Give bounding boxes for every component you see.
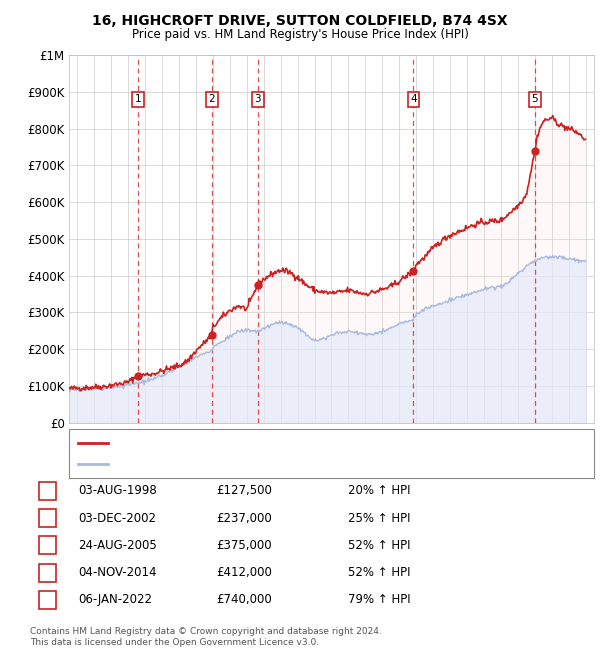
Text: £412,000: £412,000 <box>216 566 272 579</box>
Text: 3: 3 <box>44 539 51 552</box>
Text: 24-AUG-2005: 24-AUG-2005 <box>78 539 157 552</box>
Text: 03-AUG-1998: 03-AUG-1998 <box>78 484 157 497</box>
Text: Contains HM Land Registry data © Crown copyright and database right 2024.
This d: Contains HM Land Registry data © Crown c… <box>30 627 382 647</box>
Text: 5: 5 <box>532 94 538 104</box>
Text: 2: 2 <box>208 94 215 104</box>
Text: 04-NOV-2014: 04-NOV-2014 <box>78 566 157 579</box>
Text: 3: 3 <box>254 94 261 104</box>
Text: 16, HIGHCROFT DRIVE, SUTTON COLDFIELD, B74 4SX: 16, HIGHCROFT DRIVE, SUTTON COLDFIELD, B… <box>92 14 508 29</box>
Text: £127,500: £127,500 <box>216 484 272 497</box>
Text: Price paid vs. HM Land Registry's House Price Index (HPI): Price paid vs. HM Land Registry's House … <box>131 28 469 41</box>
Text: 5: 5 <box>44 593 51 606</box>
Text: 52% ↑ HPI: 52% ↑ HPI <box>348 539 410 552</box>
Text: 52% ↑ HPI: 52% ↑ HPI <box>348 566 410 579</box>
Text: 4: 4 <box>44 566 51 579</box>
Text: £740,000: £740,000 <box>216 593 272 606</box>
Text: 25% ↑ HPI: 25% ↑ HPI <box>348 512 410 525</box>
Text: 03-DEC-2002: 03-DEC-2002 <box>78 512 156 525</box>
Text: HPI: Average price, detached house, Birmingham: HPI: Average price, detached house, Birm… <box>115 459 372 469</box>
Text: 20% ↑ HPI: 20% ↑ HPI <box>348 484 410 497</box>
Text: 4: 4 <box>410 94 417 104</box>
Text: £375,000: £375,000 <box>216 539 272 552</box>
Text: £237,000: £237,000 <box>216 512 272 525</box>
Text: 1: 1 <box>44 484 51 497</box>
Text: 2: 2 <box>44 512 51 525</box>
Text: 1: 1 <box>135 94 142 104</box>
Text: 16, HIGHCROFT DRIVE, SUTTON COLDFIELD, B74 4SX (detached house): 16, HIGHCROFT DRIVE, SUTTON COLDFIELD, B… <box>115 437 488 448</box>
Text: 06-JAN-2022: 06-JAN-2022 <box>78 593 152 606</box>
Text: 79% ↑ HPI: 79% ↑ HPI <box>348 593 410 606</box>
